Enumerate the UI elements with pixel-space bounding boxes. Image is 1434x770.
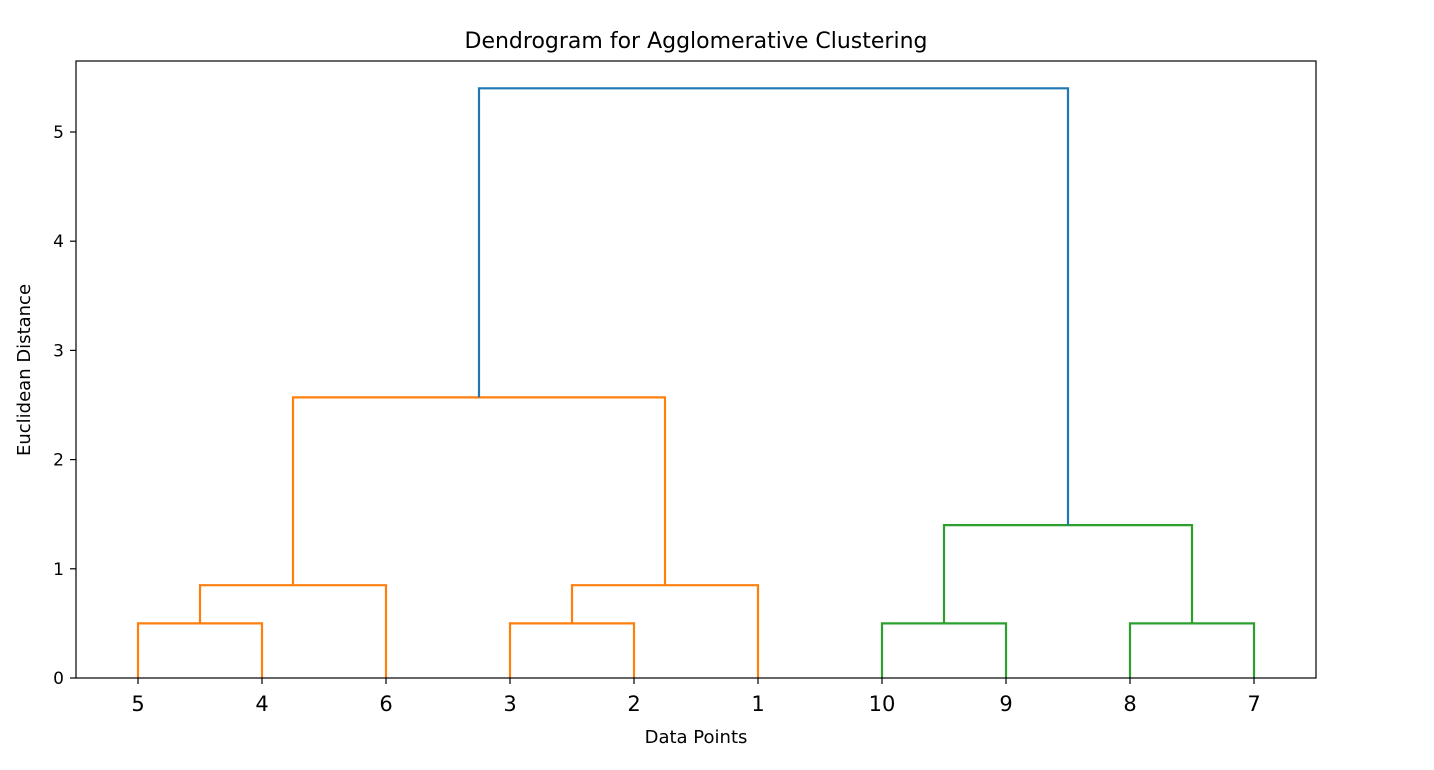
y-tick-label: 5 [53,123,64,143]
dendrogram-link-5-4-6_3-2-1 [291,396,667,586]
dendrogram-link-3_2 [508,622,636,678]
y-tick-label: 1 [53,560,64,580]
y-axis-label: Euclidean Distance [14,284,35,456]
x-axis-label: Data Points [645,727,748,748]
y-axis-ticks: 0 1 2 3 4 5 [53,123,76,689]
y-tick-label: 2 [53,451,64,471]
x-tick-label-8: 8 [1123,692,1136,716]
dendrogram-link-10-9_8-7 [942,524,1194,624]
x-axis-ticks: 5 4 6 3 2 1 10 9 8 7 [131,678,1261,716]
chart-title: Dendrogram for Agglomerative Clustering [465,29,928,54]
x-tick-label-5: 5 [131,692,144,716]
y-tick-label: 4 [53,232,64,252]
x-tick-label-1: 1 [751,692,764,716]
x-tick-label-7: 7 [1247,692,1260,716]
plot-frame [75,60,1317,679]
y-tick-label: 3 [53,341,64,361]
y-tick-label: 0 [53,669,64,689]
x-tick-label-10: 10 [869,692,896,716]
x-tick-label-6: 6 [379,692,392,716]
dendrogram-link-5-4-6-3-2-1_10-9-8-7 [477,87,1070,526]
dendrogram-links [136,87,1256,678]
x-tick-label-3: 3 [503,692,516,716]
dendrogram-link-3-2_1 [570,584,760,678]
dendrogram-link-10_9 [880,622,1008,678]
x-tick-label-4: 4 [255,692,268,716]
x-tick-label-2: 2 [627,692,640,716]
dendrogram-link-5_4 [136,622,264,678]
dendrogram-link-5-4_6 [198,584,388,678]
x-tick-label-9: 9 [999,692,1012,716]
dendrogram-link-8_7 [1128,622,1256,678]
